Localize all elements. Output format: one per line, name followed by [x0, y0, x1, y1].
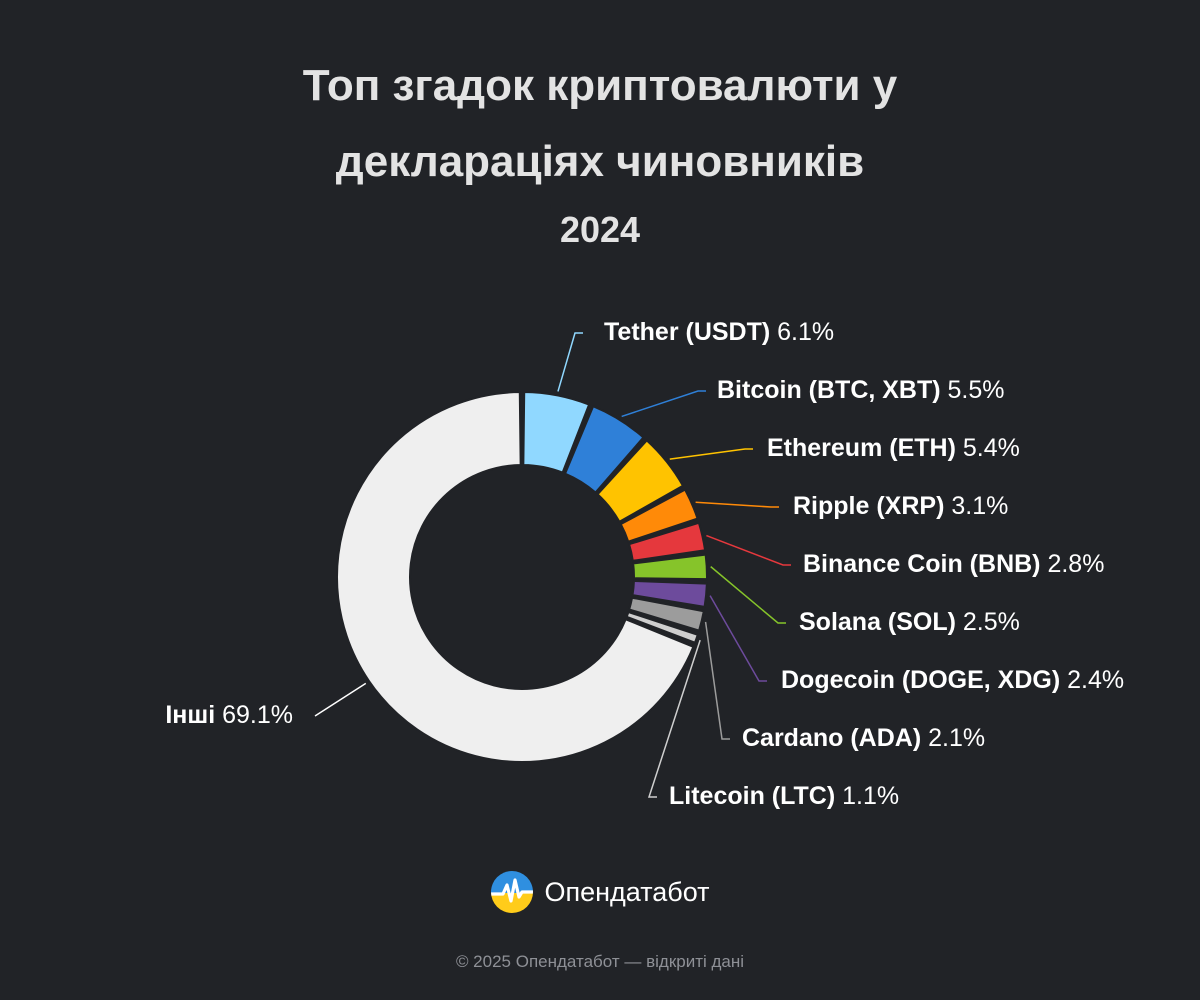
slice-tether-usdt: [522, 391, 591, 474]
chart-slices: [336, 391, 708, 763]
slice-binance-coin-bnb: [628, 521, 707, 562]
label-solana-sol: Solana (SOL) 2.5%: [799, 608, 1020, 636]
slice-cardano-ada: [628, 596, 705, 632]
label-ripple-xrp: Ripple (XRP) 3.1%: [793, 492, 1008, 520]
slice-dogecoin-doge-xdg: [631, 579, 708, 608]
leader-line-ethereum-eth: [669, 448, 753, 460]
label-dogecoin-doge-xdg: Dogecoin (DOGE, XDG) 2.4%: [781, 666, 1124, 694]
label-ethereum-eth: Ethereum (ETH) 5.4%: [767, 434, 1020, 462]
chart-labels: Tether (USDT) 6.1% Bitcoin (BTC, XBT) 5.5…: [165, 318, 1124, 810]
label-litecoin-ltc: Litecoin (LTC) 1.1%: [669, 782, 899, 810]
label-tether-usdt: Tether (USDT) 6.1%: [604, 318, 834, 346]
leader-line-litecoin-ltc: [647, 639, 701, 798]
slice-bitcoin-btc-xbt: [564, 405, 645, 494]
chart-leader-lines: [314, 332, 791, 798]
slice-ripple-xrp: [619, 488, 699, 543]
chart-title-line-2: деклараціях чиновників: [335, 137, 865, 186]
slice-ethereum-eth: [596, 439, 684, 523]
brand: Опендатабот: [0, 868, 1200, 916]
chart-title-line-1: Топ згадок криптовалюти у: [302, 61, 898, 110]
leader-line-other: [314, 682, 367, 717]
label-binance-coin-bnb: Binance Coin (BNB) 2.8%: [803, 550, 1104, 578]
footer-copyright: © 2025 Опендатабот — відкриті дані: [455, 952, 745, 971]
leader-line-binance-coin-bnb: [706, 534, 791, 566]
leader-line-solana-sol: [710, 566, 786, 624]
leader-line-ripple-xrp: [695, 501, 779, 508]
slice-other: [336, 391, 695, 763]
opendatabot-logo-icon: [491, 871, 534, 913]
label-cardano-ada: Cardano (ADA) 2.1%: [742, 724, 985, 752]
leader-line-bitcoin-btc-xbt: [621, 390, 706, 418]
leader-line-tether-usdt: [557, 332, 583, 392]
label-bitcoin-btc-xbt: Bitcoin (BTC, XBT) 5.5%: [717, 376, 1005, 404]
chart-title: Топ згадок криптовалюти у деклараціях чи…: [0, 48, 1200, 200]
slice-solana-sol: [632, 553, 708, 581]
label-other: Інші 69.1%: [165, 701, 293, 729]
brand-name: Опендатабот: [544, 876, 710, 907]
leader-line-dogecoin-doge-xdg: [709, 595, 767, 682]
slice-litecoin-ltc: [625, 611, 699, 644]
chart-subtitle: 2024: [559, 209, 641, 250]
leader-line-cardano-ada: [704, 621, 730, 740]
